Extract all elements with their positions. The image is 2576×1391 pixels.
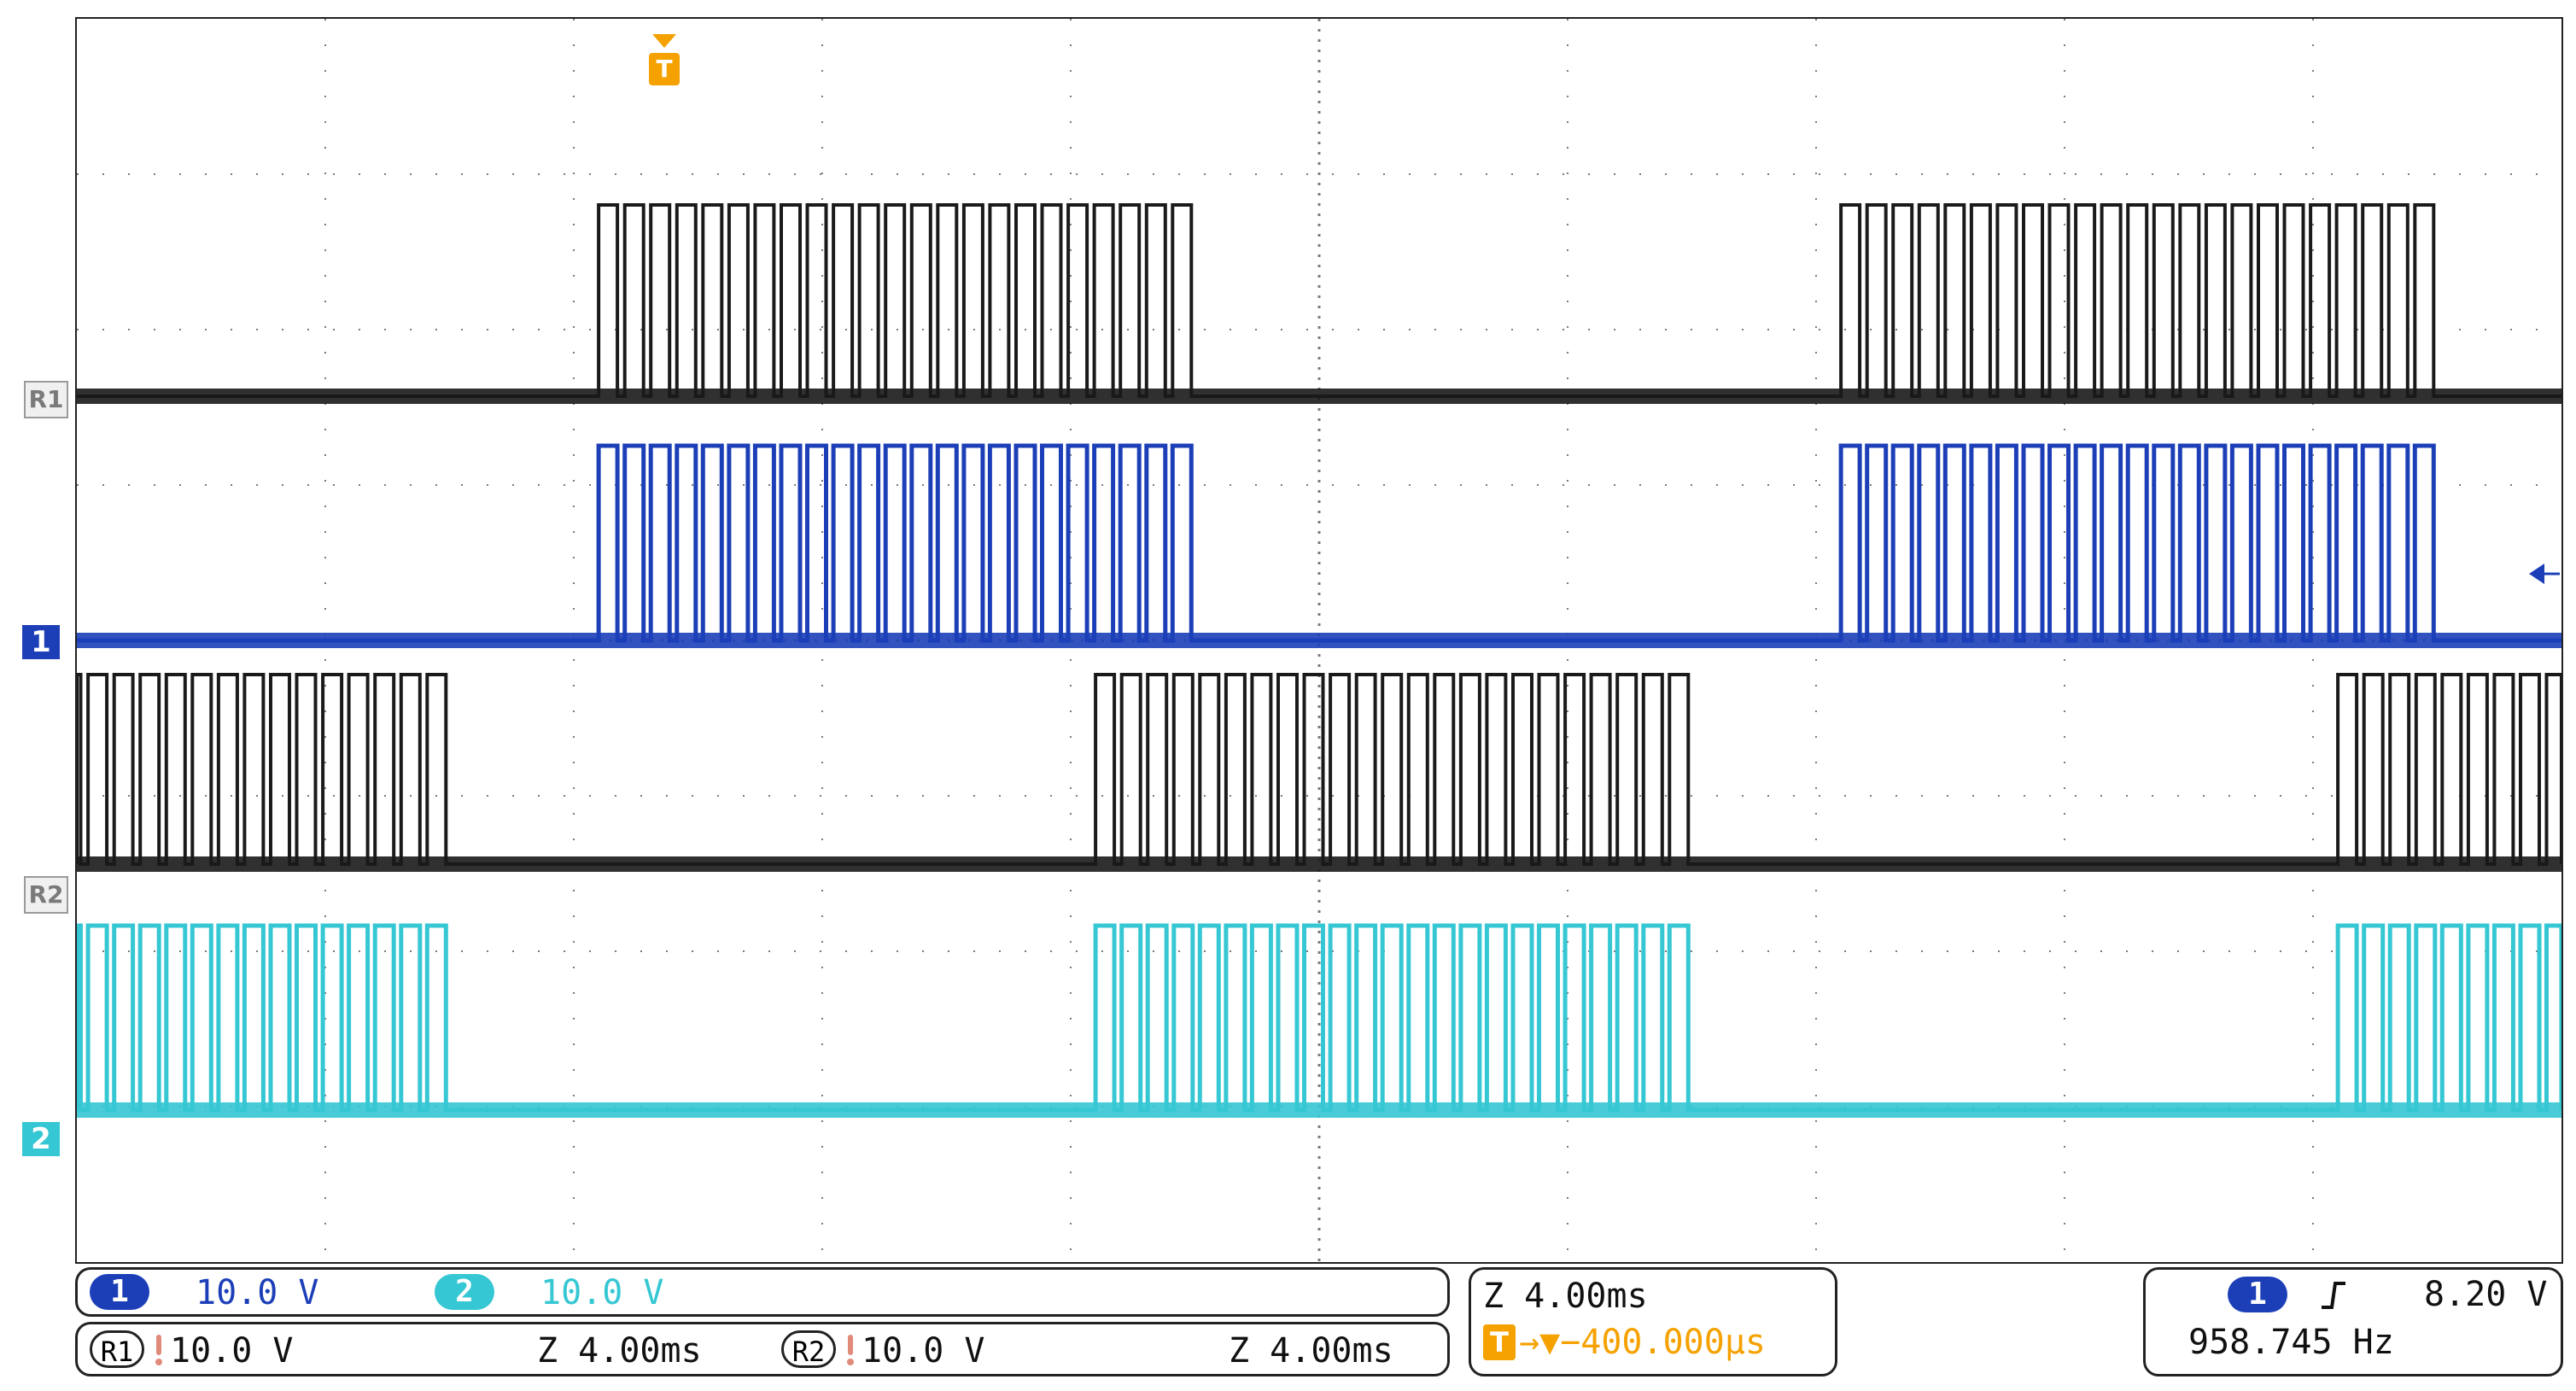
ch1-badge: 1 xyxy=(90,1274,149,1310)
trigger-badge: T xyxy=(649,53,680,85)
r2-scale: 10.0 V xyxy=(862,1331,985,1371)
reference-scale-bar[interactable]: R1 10.0 V Z 4.00ms R2 10.0 V Z 4.00ms xyxy=(75,1322,1450,1376)
trigger-source-badge: 1 xyxy=(2228,1277,2287,1312)
rising-edge-icon xyxy=(2322,1282,2345,1309)
timebase-scale: Z 4.00ms xyxy=(1483,1277,1648,1316)
trigger-level-arrow-icon[interactable] xyxy=(2527,562,2561,586)
trigger-position-marker[interactable]: T xyxy=(647,34,681,85)
trigger-panel[interactable]: 1 8.20 V 958.745 Hz xyxy=(2143,1267,2563,1376)
ch1-scale: 10.0 V xyxy=(196,1273,319,1312)
probe-icon xyxy=(149,1333,168,1367)
ref1-marker[interactable]: R1 xyxy=(24,381,68,418)
ch1-marker[interactable]: 1 xyxy=(22,625,60,659)
trigger-position-value: →▼−400.000µs xyxy=(1519,1323,1766,1362)
ref2-marker[interactable]: R2 xyxy=(24,876,68,914)
trigger-level: 8.20 V xyxy=(2424,1275,2548,1314)
r1-badge: R1 xyxy=(90,1330,144,1368)
r1-scale: 10.0 V xyxy=(170,1331,294,1371)
waveform-area xyxy=(77,19,2561,1262)
probe-icon xyxy=(841,1333,860,1367)
channel-scale-bar[interactable]: 1 10.0 V 2 10.0 V xyxy=(75,1267,1450,1317)
trigger-arrow-icon xyxy=(652,34,676,48)
r2-timebase: Z 4.00ms xyxy=(1229,1331,1393,1371)
oscilloscope-display: T xyxy=(75,17,2563,1264)
ch1-waveform-baseline xyxy=(77,633,2561,648)
trigger-position-badge: T xyxy=(1483,1324,1516,1360)
ch2-scale: 10.0 V xyxy=(540,1273,664,1312)
r1-timebase: Z 4.00ms xyxy=(537,1331,702,1371)
trigger-frequency: 958.745 Hz xyxy=(2188,1323,2394,1362)
r2-badge: R2 xyxy=(781,1330,836,1368)
ch2-badge: 2 xyxy=(435,1274,494,1310)
timebase-panel[interactable]: Z 4.00ms T →▼−400.000µs xyxy=(1469,1267,1837,1376)
ch2-waveform-baseline xyxy=(77,1102,2561,1118)
ch2-marker[interactable]: 2 xyxy=(22,1122,60,1156)
ref1-waveform-baseline xyxy=(77,389,2561,404)
ref2-waveform-baseline xyxy=(77,856,2561,872)
